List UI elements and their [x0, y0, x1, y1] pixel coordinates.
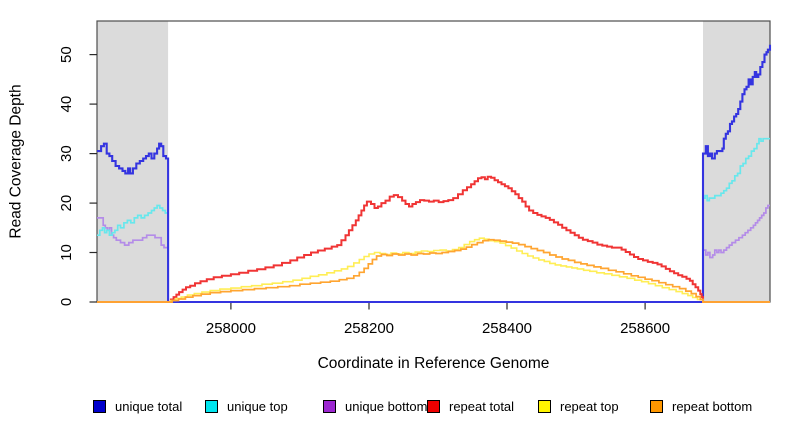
series-repeat-total — [97, 175, 770, 303]
series-repeat-top — [97, 237, 770, 303]
plot-box — [96, 20, 771, 303]
y-tick-label: 10 — [58, 244, 75, 261]
series-unique-total — [97, 44, 772, 304]
shaded-region — [97, 21, 169, 302]
y-tick-label: 30 — [58, 145, 75, 162]
y-tick-label: 20 — [58, 195, 75, 212]
y-axis-title: Read Coverage Depth — [7, 84, 25, 239]
x-axis-title: Coordinate in Reference Genome — [317, 355, 550, 372]
series-unique-top — [97, 137, 770, 303]
shaded-region — [703, 21, 770, 302]
series-repeat-bottom — [97, 238, 770, 303]
x-tick-label: 258600 — [620, 320, 670, 337]
series-unique-bottom — [97, 204, 770, 303]
x-tick-label: 258400 — [482, 320, 532, 337]
y-tick-label: 50 — [58, 46, 75, 63]
y-tick-label: 0 — [58, 298, 75, 306]
y-tick-label: 40 — [58, 96, 75, 113]
x-tick-label: 258200 — [344, 320, 394, 337]
x-tick-label: 258000 — [206, 320, 256, 337]
